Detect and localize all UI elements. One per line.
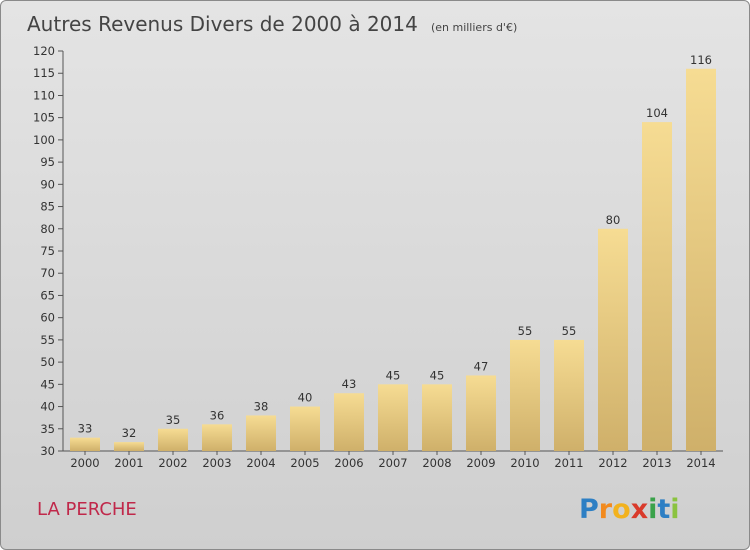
bar-2000	[70, 437, 100, 451]
x-tick-label-2006: 2006	[334, 456, 363, 470]
bars: 33 32 35 36 38 40 43 45 45 47 55 55 80 104 116	[70, 53, 716, 452]
data-label-2012: 80	[606, 213, 621, 227]
y-tick-label: 70	[40, 266, 55, 280]
data-label-2006: 43	[342, 377, 357, 391]
x-tick-label-2003: 2003	[202, 456, 231, 470]
chart-subtitle: (en milliers d'€)	[431, 21, 517, 34]
y-tick-label: 35	[40, 422, 55, 436]
x-tick-label-2000: 2000	[70, 456, 99, 470]
data-label-2003: 36	[210, 408, 225, 422]
data-label-2007: 45	[386, 368, 401, 382]
bar-2009	[466, 375, 496, 451]
y-tick-label: 65	[40, 288, 55, 302]
chart-title: Autres Revenus Divers de 2000 à 2014	[27, 12, 418, 36]
bar-2003	[202, 424, 232, 451]
bar-2002	[158, 428, 188, 451]
bar-2004	[246, 415, 276, 451]
data-label-2000: 33	[78, 422, 93, 436]
logo-letter: i	[670, 494, 679, 525]
logo-letter: o	[612, 494, 631, 525]
y-tick-label: 80	[40, 222, 55, 236]
data-label-2013: 104	[646, 106, 668, 120]
logo-letter: r	[599, 494, 613, 525]
proxiti-logo: Proxiti	[579, 494, 680, 525]
bar-2011	[554, 339, 584, 451]
data-label-2011: 55	[562, 324, 577, 338]
data-label-2001: 32	[122, 426, 137, 440]
y-tick-label: 50	[40, 355, 55, 369]
y-tick-label: 60	[40, 311, 55, 325]
data-label-2010: 55	[518, 324, 533, 338]
y-tick-label: 110	[33, 88, 55, 102]
x-tick-label-2011: 2011	[554, 456, 583, 470]
y-tick-label: 120	[33, 44, 55, 58]
bar-2001	[114, 442, 144, 451]
commune-name: LA PERCHE	[37, 499, 137, 520]
x-tick-label-2007: 2007	[378, 456, 407, 470]
logo-letter: t	[657, 494, 670, 525]
data-label-2009: 47	[474, 359, 489, 373]
bar-2008	[422, 384, 452, 451]
data-label-2002: 35	[166, 413, 181, 427]
x-tick-label-2013: 2013	[642, 456, 671, 470]
x-tick-label-2005: 2005	[290, 456, 319, 470]
x-tick-label-2009: 2009	[466, 456, 495, 470]
data-label-2004: 38	[254, 399, 269, 413]
y-tick-label: 55	[40, 333, 55, 347]
y-tick-label: 95	[40, 155, 55, 169]
bar-2010	[510, 339, 540, 451]
data-label-2005: 40	[298, 391, 313, 405]
y-tick-label: 40	[40, 400, 55, 414]
bar-2014	[686, 68, 716, 452]
y-tick-label: 90	[40, 177, 55, 191]
x-tick-label-2002: 2002	[158, 456, 187, 470]
y-tick-label: 115	[33, 66, 55, 80]
y-tick-label: 85	[40, 200, 55, 214]
x-tick-label-2004: 2004	[246, 456, 275, 470]
bar-2006	[334, 393, 364, 451]
bar-2012	[598, 228, 628, 451]
data-label-2008: 45	[430, 368, 445, 382]
axes: 30 35 40 45 50 55 60 65 70 75 80 85 90 95 100 105 110 115…	[33, 44, 723, 470]
y-tick-label: 100	[33, 133, 55, 147]
y-tick-label: 75	[40, 244, 55, 258]
y-tick-label: 105	[33, 111, 55, 125]
x-tick-label-2010: 2010	[510, 456, 539, 470]
bar-2005	[290, 406, 320, 451]
bar-2013	[642, 122, 672, 451]
bar-2007	[378, 384, 408, 451]
x-tick-label-2014: 2014	[686, 456, 715, 470]
y-tick-label: 30	[40, 444, 55, 458]
logo-letter: i	[648, 494, 657, 525]
chart-title-row: Autres Revenus Divers de 2000 à 2014 (en…	[27, 12, 517, 36]
x-tick-label-2001: 2001	[114, 456, 143, 470]
x-tick-label-2012: 2012	[598, 456, 627, 470]
logo-letter: P	[579, 494, 599, 525]
y-tick-label: 45	[40, 377, 55, 391]
logo-letter: x	[631, 494, 648, 525]
data-label-2014: 116	[690, 53, 712, 67]
x-tick-label-2008: 2008	[422, 456, 451, 470]
